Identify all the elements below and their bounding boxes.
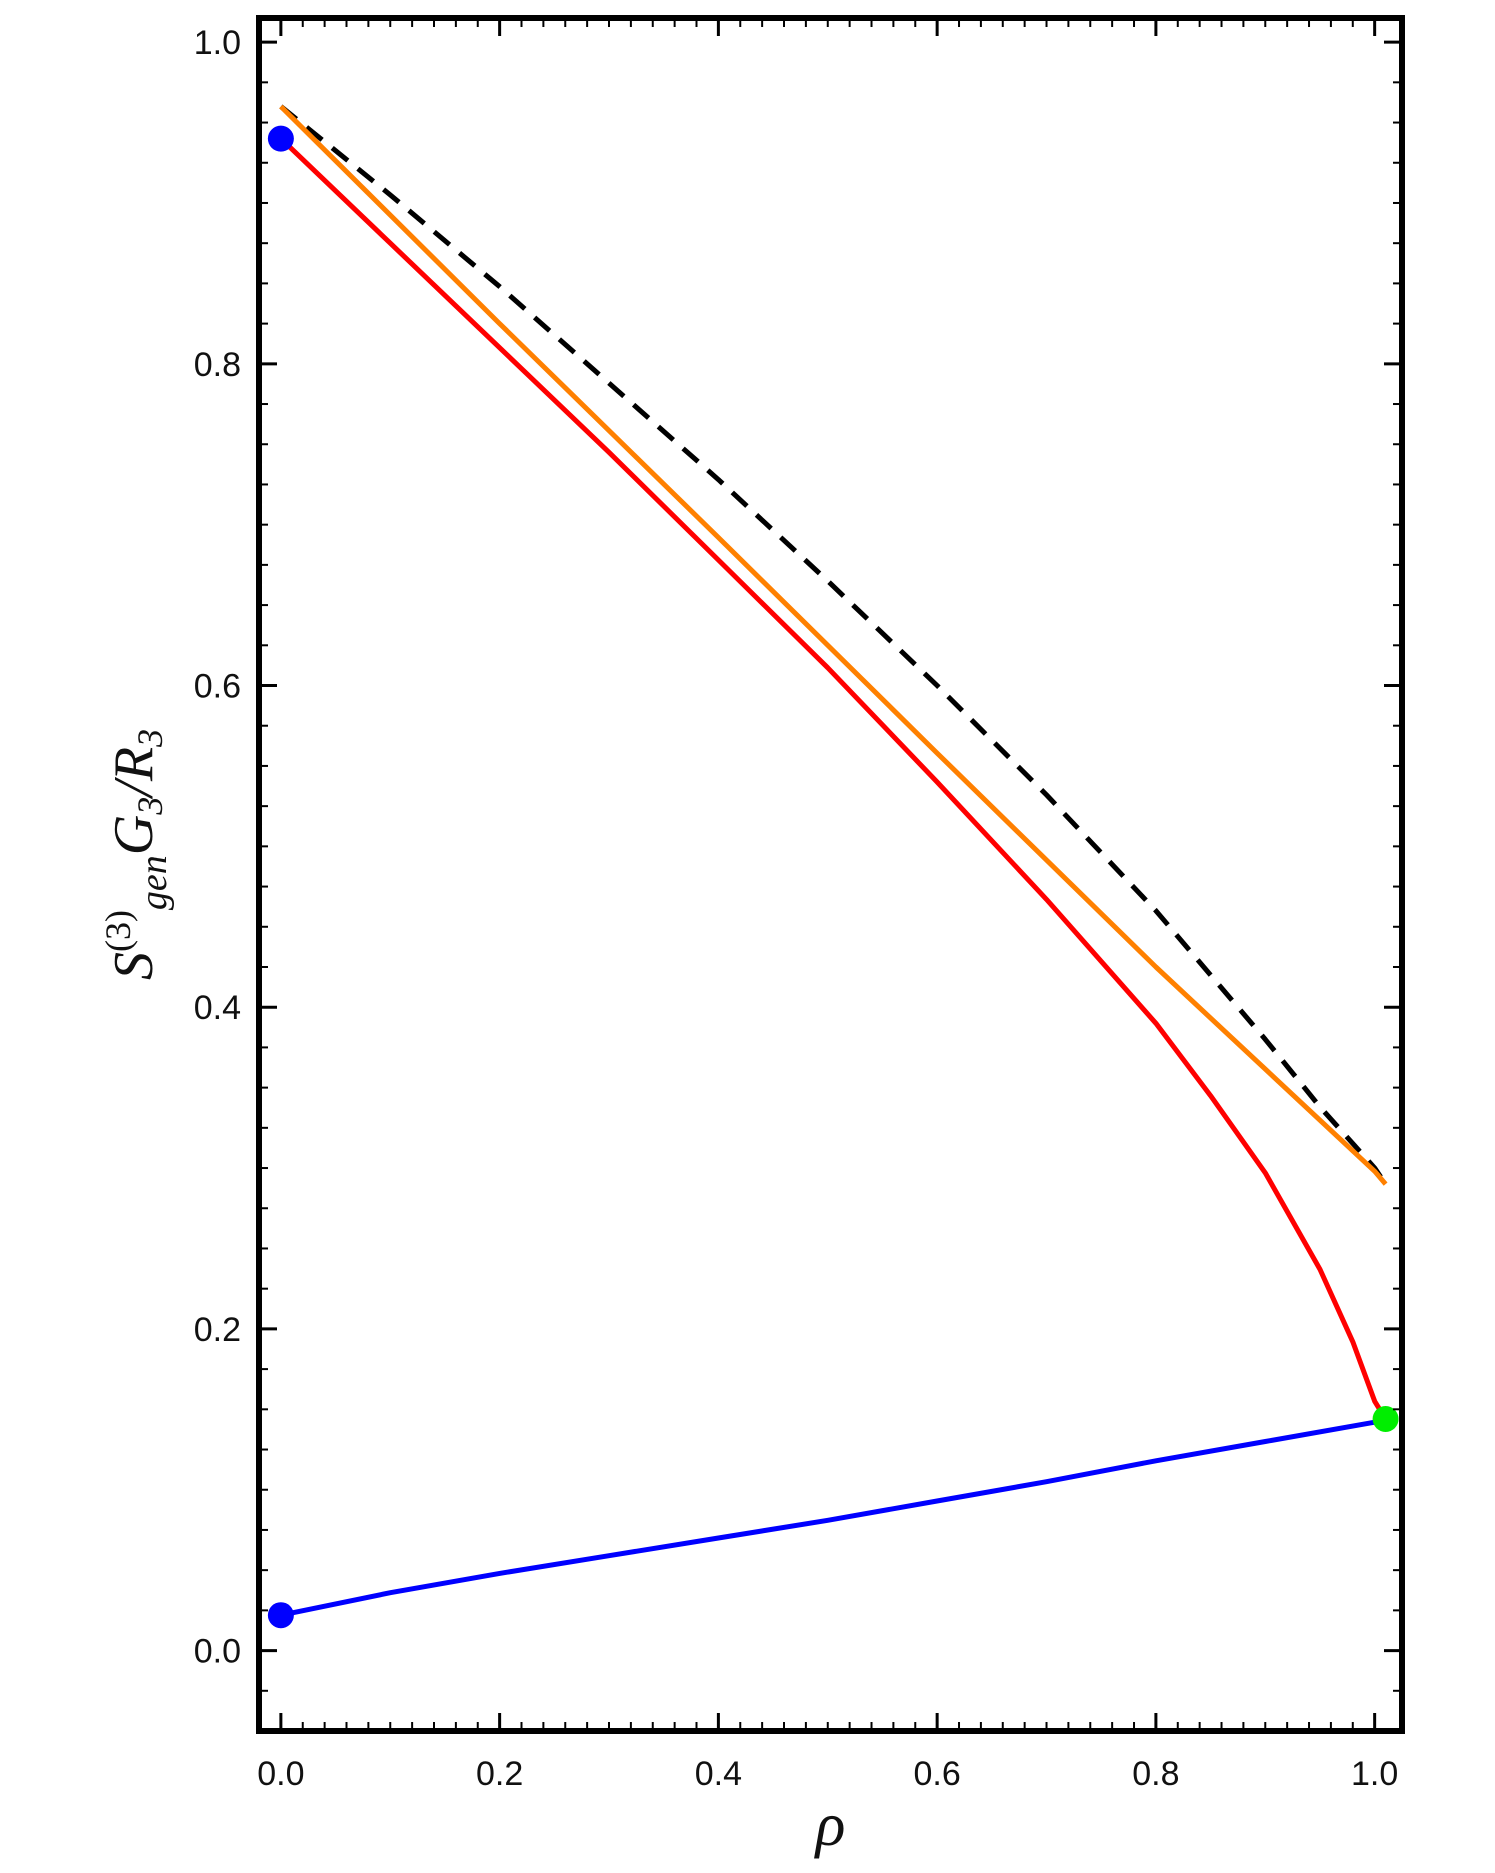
x-tick-label: 1.0 <box>1351 1755 1398 1793</box>
plot-series <box>279 104 1388 1618</box>
x-tick-label: 0.8 <box>1132 1755 1179 1793</box>
x-axis-label: ρ <box>814 1791 846 1859</box>
y-label-sub: gen <box>133 855 175 910</box>
series-line-1 <box>279 104 1388 1186</box>
y-tick-label: 0.6 <box>194 668 241 706</box>
y-tick-label: 0.4 <box>194 989 241 1027</box>
y-label-base: S <box>103 952 165 980</box>
y-tick-label: 0.0 <box>194 1633 241 1671</box>
y-tick-label: 0.8 <box>194 346 241 384</box>
data-point-1 <box>267 1602 294 1629</box>
y-label-divider: /R <box>103 747 165 800</box>
plot-points <box>267 125 1399 1629</box>
series-line-3 <box>280 1416 1387 1618</box>
x-tick-label: 0.4 <box>695 1755 742 1793</box>
x-tick-label: 0.2 <box>476 1755 523 1793</box>
y-label-sup: (3) <box>98 910 138 952</box>
series-line-2 <box>279 136 1388 1421</box>
y-axis-label: S(3)genG3/R3 <box>98 729 175 980</box>
y-tick-label: 1.0 <box>194 24 241 62</box>
x-tick-label: 0.0 <box>257 1755 304 1793</box>
series-line-0 <box>279 104 1388 1186</box>
axis-tick-labels: 0.0 0.2 0.4 0.6 0.8 1.0 0.0 0.2 0.4 0.6 0.8 1.0 <box>194 24 1399 1793</box>
data-point-0 <box>267 125 294 152</box>
y-tick-label: 0.2 <box>194 1311 241 1349</box>
data-point-2 <box>1372 1405 1399 1432</box>
x-tick-label: 0.6 <box>914 1755 961 1793</box>
plot-frame <box>256 15 1405 1734</box>
y-label-main-sub: 3 <box>130 797 170 816</box>
y-label-divider-sub: 3 <box>130 729 170 748</box>
y-label-main: G <box>103 815 165 855</box>
axis-ticks <box>259 18 1402 1732</box>
